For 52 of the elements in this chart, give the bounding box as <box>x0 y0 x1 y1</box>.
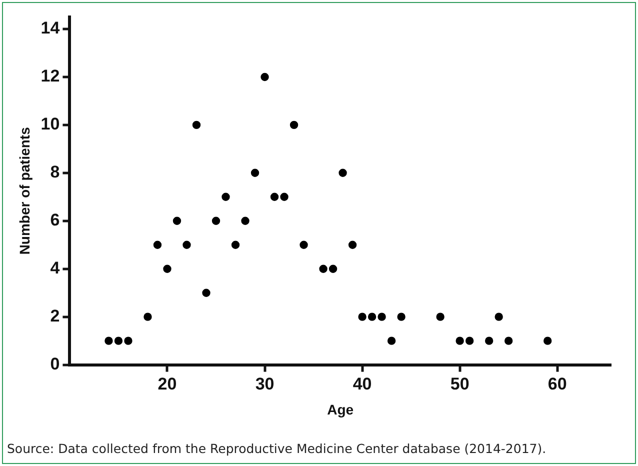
x-tick-label: 30 <box>255 374 274 394</box>
point <box>260 72 269 82</box>
y-tick-label: 12 <box>40 66 60 86</box>
point <box>222 192 230 201</box>
point <box>484 336 494 345</box>
y-tick-label: 6 <box>50 210 60 230</box>
point <box>465 336 474 345</box>
y-tick-label: 2 <box>50 306 60 326</box>
point <box>456 336 464 345</box>
point <box>368 312 376 321</box>
point <box>192 120 201 130</box>
point <box>163 264 172 273</box>
point <box>182 240 191 249</box>
point <box>270 192 279 201</box>
x-tick-label: 50 <box>450 374 470 394</box>
x-tick-label: 60 <box>548 374 567 394</box>
point <box>338 168 347 178</box>
x-tick-label: 20 <box>158 374 177 394</box>
point <box>387 336 396 345</box>
y-tick-label: 10 <box>40 114 60 134</box>
y-axis-title: Number of patients <box>16 126 32 255</box>
point <box>494 312 503 321</box>
point <box>280 192 288 201</box>
point <box>436 312 444 321</box>
point <box>544 336 552 345</box>
point <box>144 312 152 321</box>
point <box>348 240 357 249</box>
y-tick-label: 14 <box>40 18 60 38</box>
point <box>241 216 250 225</box>
point <box>319 264 328 273</box>
point <box>358 312 366 321</box>
point <box>290 120 298 130</box>
point <box>397 312 406 321</box>
x-tick-label: 40 <box>352 374 372 394</box>
point <box>378 312 386 321</box>
point <box>212 216 220 225</box>
x-axis-title: Age <box>327 401 354 418</box>
source-note: Source: Data collected from the Reproductive Medicine Center database (2014-2017). <box>7 441 546 456</box>
point <box>250 168 260 178</box>
point <box>114 336 123 345</box>
y-tick-label: 4 <box>50 258 60 278</box>
point <box>328 264 338 273</box>
point <box>202 288 210 297</box>
point <box>504 336 513 345</box>
y-tick-label: 8 <box>50 162 60 182</box>
y-tick-label: 0 <box>50 354 60 374</box>
point <box>172 216 182 225</box>
point <box>300 240 308 249</box>
point <box>231 240 240 249</box>
point <box>124 336 132 345</box>
point <box>153 240 162 249</box>
point <box>104 336 113 345</box>
